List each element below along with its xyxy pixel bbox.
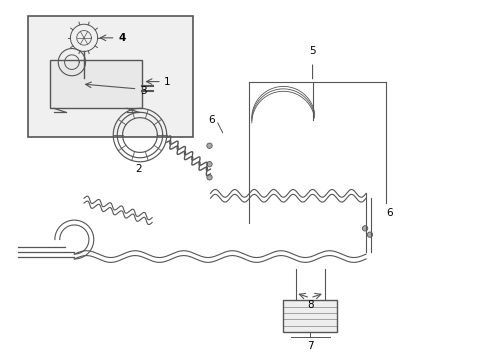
Circle shape — [366, 232, 372, 237]
Bar — [28, 16, 193, 138]
Circle shape — [206, 162, 212, 167]
Text: 7: 7 — [306, 342, 313, 351]
Text: 6: 6 — [207, 116, 214, 126]
Bar — [283, 300, 336, 332]
Circle shape — [206, 175, 212, 180]
Text: 2: 2 — [135, 164, 142, 174]
Text: 6: 6 — [386, 208, 392, 218]
Text: 4: 4 — [118, 33, 125, 43]
Text: 3: 3 — [140, 86, 146, 96]
Text: 1: 1 — [164, 77, 170, 87]
Bar — [50, 60, 142, 108]
Circle shape — [206, 143, 212, 148]
Text: 5: 5 — [308, 46, 315, 56]
Circle shape — [362, 226, 367, 231]
Text: 8: 8 — [306, 300, 313, 310]
